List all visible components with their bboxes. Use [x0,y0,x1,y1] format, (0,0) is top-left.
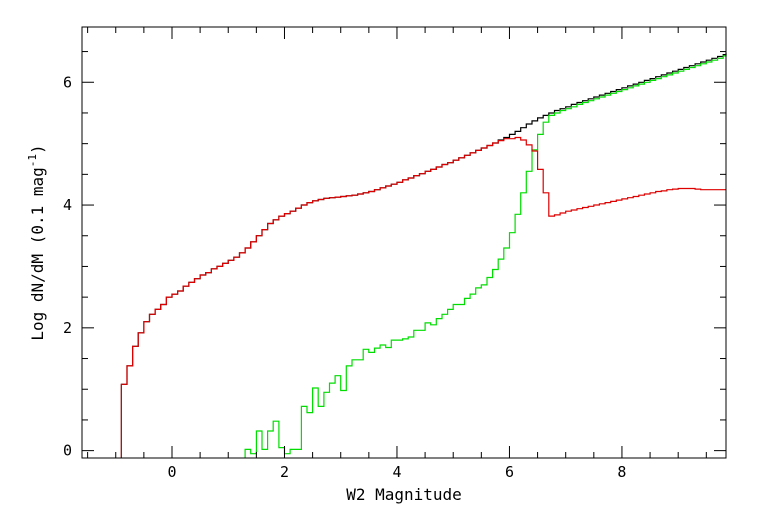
y-axis-title-superscript: -1 [26,154,39,167]
y-axis-title-base: Log dN/dM (0.1 mag [28,167,47,340]
x-tick-label: 4 [392,463,401,481]
x-tick-label: 8 [617,463,626,481]
y-tick-label: 2 [63,319,72,337]
series-line-1 [120,52,727,458]
tick-labels: 0 2 4 6 8 0 2 4 6 [63,73,626,481]
x-axis-title: W2 Magnitude [346,485,462,504]
y-tick-label: 0 [63,442,72,460]
ticks-layer [82,27,726,458]
x-tick-label: 6 [505,463,514,481]
y-axis-title-close: ) [28,144,47,154]
x-tick-label: 2 [280,463,289,481]
y-axis-title: Log dN/dM (0.1 mag-1) [26,144,47,340]
series-layer [120,52,727,458]
x-tick-label: 0 [167,463,176,481]
y-tick-label: 4 [63,196,72,214]
series-line-3 [120,136,726,458]
series-line-2 [244,54,727,458]
y-tick-label: 6 [63,73,72,91]
plot-frame [81,26,727,459]
